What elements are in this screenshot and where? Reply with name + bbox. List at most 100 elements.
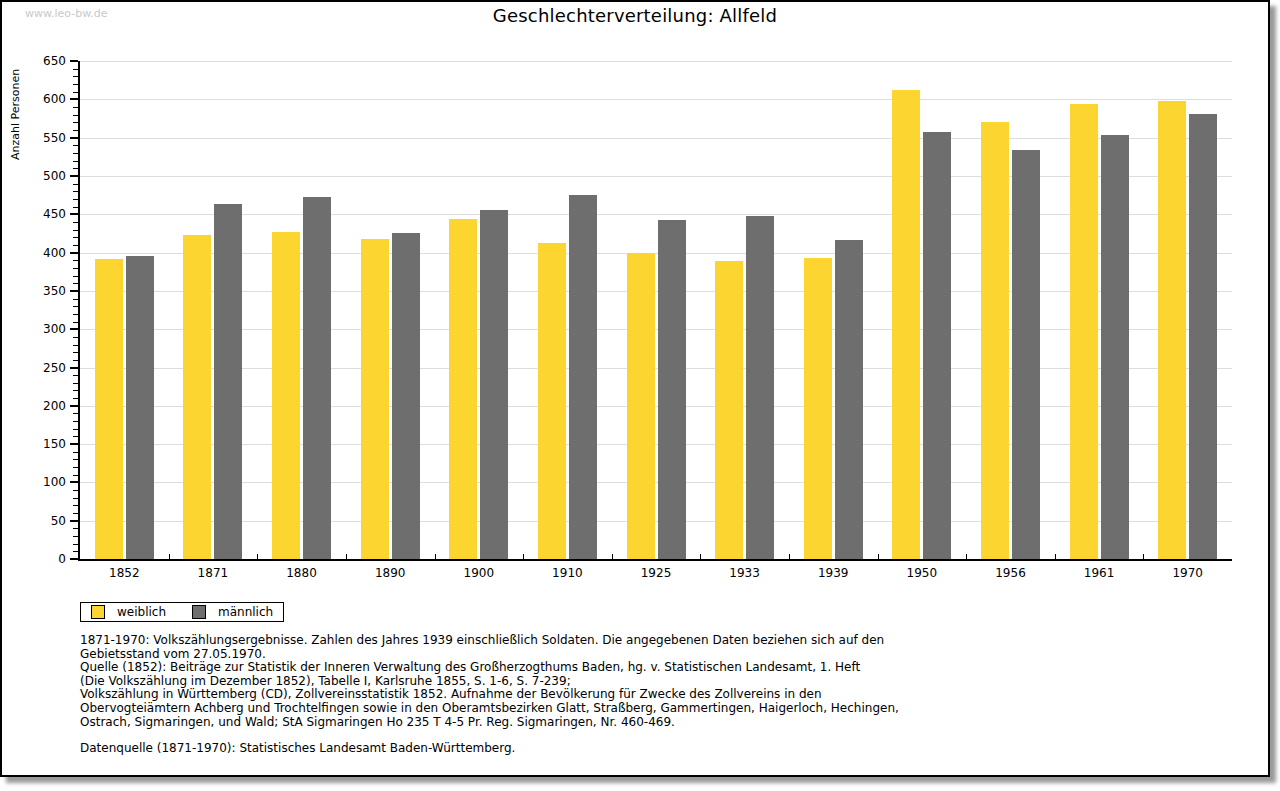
gridline <box>80 482 1232 483</box>
y-major-tick <box>70 137 78 139</box>
y-minor-tick <box>73 153 78 154</box>
y-major-tick <box>70 98 78 100</box>
note-line: Gebietsstand vom 27.05.1970. <box>80 648 899 662</box>
y-minor-tick <box>73 536 78 537</box>
chart-frame: www.leo-bw.de Geschlechterverteilung: Al… <box>0 0 1270 777</box>
x-tick <box>257 554 258 559</box>
y-tick-label: 100 <box>26 475 66 489</box>
x-tick-label: 1852 <box>109 566 140 580</box>
bar-männlich-1871 <box>214 204 242 560</box>
x-tick-label: 1900 <box>464 566 495 580</box>
y-major-tick <box>70 328 78 330</box>
y-minor-tick <box>73 352 78 353</box>
legend-swatch-männlich <box>192 605 206 619</box>
y-minor-tick <box>73 452 78 453</box>
y-minor-tick <box>73 421 78 422</box>
y-minor-tick <box>73 76 78 77</box>
y-minor-tick <box>73 429 78 430</box>
bar-männlich-1961 <box>1101 135 1129 559</box>
legend-item: männlich <box>192 605 273 619</box>
y-minor-tick <box>73 199 78 200</box>
x-tick-label: 1890 <box>375 566 406 580</box>
y-major-tick <box>70 558 78 560</box>
bar-weiblich-1961 <box>1070 104 1098 559</box>
legend-swatch-weiblich <box>91 605 105 619</box>
chart-title: Geschlechterverteilung: Allfeld <box>2 5 1268 26</box>
gridline <box>80 329 1232 330</box>
legend: weiblich männlich <box>80 602 284 622</box>
y-tick-label: 50 <box>26 514 66 528</box>
x-tick-label: 1939 <box>818 566 849 580</box>
y-major-tick <box>70 290 78 292</box>
bar-weiblich-1900 <box>449 219 477 559</box>
note-line: (Die Volkszählung im Dezember 1852), Tab… <box>80 675 899 689</box>
y-tick-label: 450 <box>26 207 66 221</box>
y-minor-tick <box>73 513 78 514</box>
bar-männlich-1910 <box>569 195 597 559</box>
y-minor-tick <box>73 398 78 399</box>
x-tick-label: 1961 <box>1084 566 1115 580</box>
y-major-tick <box>70 252 78 254</box>
bar-männlich-1890 <box>392 233 420 559</box>
y-minor-tick <box>73 322 78 323</box>
note-line: Ostrach, Sigmaringen, und Wald; StA Sigm… <box>80 716 899 730</box>
y-minor-tick <box>73 84 78 85</box>
y-minor-tick <box>73 490 78 491</box>
x-tick <box>700 554 701 559</box>
y-minor-tick <box>73 168 78 169</box>
y-minor-tick <box>73 337 78 338</box>
gridline <box>80 521 1232 522</box>
y-minor-tick <box>73 467 78 468</box>
y-minor-tick <box>73 345 78 346</box>
y-minor-tick <box>73 268 78 269</box>
x-tick-label: 1925 <box>641 566 672 580</box>
note-line: Volkszählung in Württemberg (CD), Zollve… <box>80 688 899 702</box>
y-major-tick <box>70 60 78 62</box>
y-major-tick <box>70 213 78 215</box>
gridline <box>80 214 1232 215</box>
x-tick-label: 1956 <box>995 566 1026 580</box>
gridline <box>80 368 1232 369</box>
x-tick <box>523 554 524 559</box>
y-minor-tick <box>73 161 78 162</box>
bar-weiblich-1933 <box>715 261 743 559</box>
footnotes: 1871-1970: Volkszählungsergebnisse. Zahl… <box>80 634 899 729</box>
x-tick <box>1055 554 1056 559</box>
y-minor-tick <box>73 390 78 391</box>
y-minor-tick <box>73 544 78 545</box>
y-minor-tick <box>73 191 78 192</box>
bar-männlich-1900 <box>480 210 508 559</box>
x-tick-label: 1933 <box>729 566 760 580</box>
bar-weiblich-1956 <box>981 122 1009 559</box>
bar-männlich-1852 <box>126 256 154 559</box>
x-tick-label: 1950 <box>907 566 938 580</box>
y-tick-label: 250 <box>26 361 66 375</box>
x-tick <box>612 554 613 559</box>
x-tick <box>966 554 967 559</box>
bar-männlich-1880 <box>303 197 331 559</box>
y-minor-tick <box>73 237 78 238</box>
y-major-tick <box>70 443 78 445</box>
legend-item: weiblich <box>91 605 166 619</box>
y-tick-label: 400 <box>26 246 66 260</box>
gridline <box>80 176 1232 177</box>
y-tick-label: 350 <box>26 284 66 298</box>
x-tick <box>346 554 347 559</box>
gridline <box>80 406 1232 407</box>
x-tick <box>1143 554 1144 559</box>
bar-weiblich-1950 <box>892 90 920 559</box>
bar-männlich-1970 <box>1189 114 1217 559</box>
y-tick-label: 300 <box>26 322 66 336</box>
gridline <box>80 138 1232 139</box>
y-minor-tick <box>73 436 78 437</box>
bar-weiblich-1939 <box>804 258 832 559</box>
bar-weiblich-1880 <box>272 232 300 559</box>
y-minor-tick <box>73 528 78 529</box>
y-minor-tick <box>73 69 78 70</box>
y-minor-tick <box>73 283 78 284</box>
note-line: 1871-1970: Volkszählungsergebnisse. Zahl… <box>80 634 899 648</box>
y-minor-tick <box>73 299 78 300</box>
y-minor-tick <box>73 505 78 506</box>
bar-männlich-1939 <box>835 240 863 560</box>
y-minor-tick <box>73 276 78 277</box>
